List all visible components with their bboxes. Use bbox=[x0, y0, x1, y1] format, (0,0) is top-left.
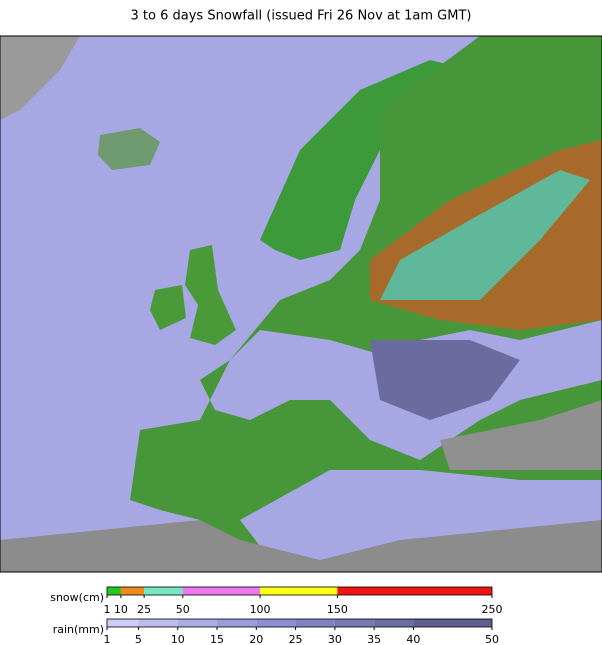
rain-band bbox=[374, 619, 414, 627]
snow-tick-label: 150 bbox=[327, 603, 348, 616]
snow-tick-label: 100 bbox=[250, 603, 271, 616]
rain-tick-label: 15 bbox=[210, 633, 224, 645]
snow-band bbox=[144, 587, 183, 595]
iceland bbox=[98, 128, 160, 170]
rain-band bbox=[295, 619, 335, 627]
rain-tick-label: 25 bbox=[289, 633, 303, 645]
turkey bbox=[440, 400, 602, 470]
rain-tick-label: 40 bbox=[406, 633, 420, 645]
snow-band-heavy bbox=[380, 170, 590, 300]
balkans bbox=[370, 340, 520, 420]
snow-band bbox=[260, 587, 338, 595]
rain-band bbox=[334, 619, 375, 627]
snow-band bbox=[107, 587, 121, 595]
snow-tick-label: 250 bbox=[482, 603, 503, 616]
north-africa bbox=[0, 520, 602, 572]
great-britain bbox=[185, 245, 236, 345]
rain-tick-label: 20 bbox=[249, 633, 263, 645]
rain-legend-label: rain(mm) bbox=[53, 623, 104, 636]
map-frame bbox=[0, 35, 602, 573]
rain-tick-label: 35 bbox=[367, 633, 381, 645]
snow-tick-label: 25 bbox=[137, 603, 151, 616]
rain-tick-label: 30 bbox=[328, 633, 342, 645]
rain-tick-label: 5 bbox=[135, 633, 142, 645]
rain-band bbox=[217, 619, 257, 627]
snow-band bbox=[120, 587, 145, 595]
snow-tick-label: 10 bbox=[114, 603, 128, 616]
rain-tick-label: 1 bbox=[104, 633, 111, 645]
snow-band bbox=[337, 587, 492, 595]
greenland bbox=[0, 36, 80, 120]
map bbox=[0, 35, 602, 573]
snow-band bbox=[182, 587, 261, 595]
rain-tick-label: 10 bbox=[171, 633, 185, 645]
snow-bar-frame bbox=[106, 586, 493, 596]
ireland bbox=[150, 285, 186, 330]
snow-tick-label: 1 bbox=[104, 603, 111, 616]
rain-tick-label: 50 bbox=[485, 633, 499, 645]
snow-tick-label: 50 bbox=[176, 603, 190, 616]
rain-band bbox=[256, 619, 296, 627]
map-title: 3 to 6 days Snowfall (issued Fri 26 Nov … bbox=[131, 9, 472, 24]
rain-band bbox=[177, 619, 217, 627]
rain-band bbox=[107, 619, 139, 627]
rain-bar-frame bbox=[106, 618, 493, 628]
rain-band bbox=[138, 619, 178, 627]
rain-band bbox=[413, 619, 492, 627]
snow-legend-label: snow(cm) bbox=[50, 591, 104, 604]
